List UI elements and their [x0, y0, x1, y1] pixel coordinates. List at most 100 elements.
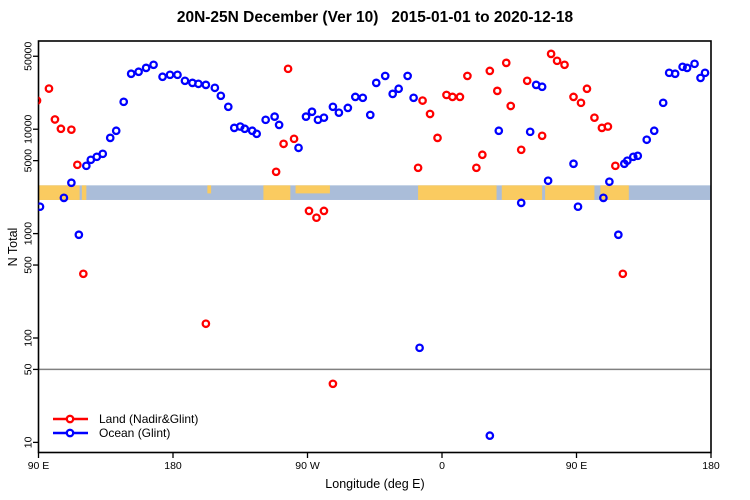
data-point-land [328, 379, 338, 389]
data-point-land [477, 150, 487, 160]
data-point-ocean [105, 133, 115, 143]
data-point-ocean [670, 69, 680, 79]
data-point-land [271, 167, 281, 177]
data-point-ocean [240, 124, 250, 134]
data-point-ocean [81, 161, 91, 171]
legend-item-ocean: Ocean (Glint) [52, 426, 198, 440]
data-point-land [552, 56, 562, 66]
x-tick-label: 0 [439, 460, 445, 472]
legend-swatch-ocean-icon [53, 428, 88, 438]
x-tick-label: 180 [164, 460, 182, 472]
data-point-ocean [158, 72, 167, 82]
legend: Land (Nadir&Glint) Ocean (Glint) [52, 412, 198, 440]
data-point-land [413, 163, 423, 173]
data-point-ocean [307, 107, 317, 117]
x-axis-title: Longitude (deg E) [325, 477, 425, 491]
map-band-land-segment [207, 185, 212, 194]
data-point-land [279, 139, 288, 149]
data-point-ocean [682, 63, 692, 73]
data-point-land [67, 125, 76, 135]
map-band-land-segment [295, 185, 330, 194]
data-point-land [319, 206, 329, 216]
legend-swatch-land-icon [53, 414, 88, 424]
data-point-land [425, 109, 435, 119]
data-point-ocean [622, 156, 632, 166]
chart-title: 20N-25N December (Ver 10) 2015-01-01 to … [176, 9, 574, 26]
data-point-land [485, 66, 495, 76]
data-point-ocean [38, 202, 45, 212]
data-point-ocean [525, 127, 535, 137]
x-tick-label: 180 [702, 460, 720, 472]
data-point-ocean [201, 80, 211, 90]
data-point-ocean [649, 126, 659, 136]
data-point-ocean [294, 143, 303, 153]
data-point-land [38, 96, 42, 105]
data-point-land [472, 163, 481, 173]
data-point-ocean [328, 102, 338, 112]
data-point-land [506, 101, 516, 111]
data-point-land [576, 98, 586, 108]
data-point-ocean [261, 115, 271, 125]
data-point-land [73, 160, 82, 170]
y-tick-label: 50 [23, 363, 35, 375]
data-point-ocean [59, 193, 69, 203]
data-point-ocean [111, 126, 121, 136]
data-point-ocean [252, 129, 262, 139]
data-point-ocean [194, 79, 203, 89]
map-band-ocean [38, 185, 711, 200]
data-point-land [433, 133, 442, 143]
data-point-ocean [485, 431, 495, 441]
data-point-land [312, 213, 321, 223]
data-point-land [501, 58, 511, 68]
data-point-ocean [537, 82, 547, 92]
data-point-land [289, 134, 299, 144]
data-point-ocean [409, 93, 418, 103]
data-point-ocean [67, 178, 76, 188]
data-point-ocean [141, 63, 151, 73]
map-band-land-segment [501, 185, 543, 200]
data-point-ocean [388, 89, 398, 99]
data-point-land [418, 96, 427, 105]
data-point-land [50, 115, 60, 124]
y-tick-label: 5000 [23, 149, 35, 173]
plot-box [37, 40, 712, 454]
data-point-ocean [613, 230, 623, 240]
data-point-ocean [569, 159, 578, 169]
data-point-land [201, 319, 211, 329]
y-tick-label: 50000 [23, 41, 35, 70]
y-tick-label: 10 [23, 436, 35, 448]
map-band-land-segment [600, 185, 629, 200]
legend-item-land: Land (Nadir&Glint) [52, 412, 198, 426]
data-point-ocean [690, 59, 699, 69]
data-point-ocean [319, 113, 329, 123]
data-point-ocean [494, 126, 504, 136]
data-point-land [492, 86, 502, 96]
x-tick-label: 90 W [295, 460, 320, 472]
y-axis-title: N Total [6, 227, 20, 267]
data-point-ocean [334, 108, 344, 118]
data-point-land [78, 269, 88, 279]
data-point-land [463, 71, 472, 81]
data-point-ocean [180, 76, 190, 86]
data-point-ocean [573, 202, 583, 212]
data-point-ocean [394, 84, 404, 94]
data-point-ocean [165, 70, 175, 80]
y-tick-label: 1000 [23, 222, 35, 246]
data-point-ocean [543, 176, 553, 186]
data-point-ocean [696, 73, 705, 83]
data-point-ocean [126, 69, 136, 79]
map-band-land-segment [545, 185, 595, 200]
data-point-ocean [210, 83, 220, 93]
data-point-ocean [365, 110, 375, 120]
data-point-land [537, 131, 547, 141]
data-point-ocean [350, 92, 360, 102]
data-point-ocean [628, 152, 638, 162]
data-point-ocean [605, 177, 614, 187]
data-point-land [516, 145, 526, 155]
data-point-ocean [633, 151, 643, 161]
data-point-land [618, 269, 628, 279]
map-band-land-segment [263, 185, 291, 200]
data-point-ocean [98, 149, 108, 159]
